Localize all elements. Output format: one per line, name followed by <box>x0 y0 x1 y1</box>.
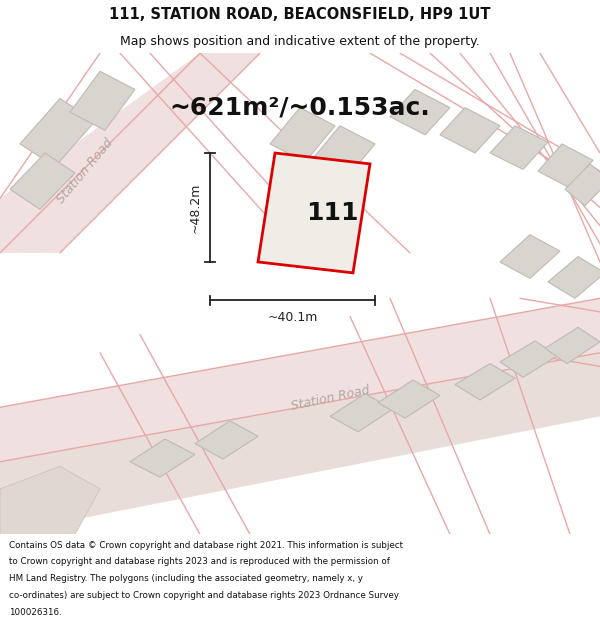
Text: co-ordinates) are subject to Crown copyright and database rights 2023 Ordnance S: co-ordinates) are subject to Crown copyr… <box>9 591 399 600</box>
Polygon shape <box>0 53 260 253</box>
Polygon shape <box>310 126 375 180</box>
Text: to Crown copyright and database rights 2023 and is reproduced with the permissio: to Crown copyright and database rights 2… <box>9 558 390 566</box>
Polygon shape <box>390 89 450 135</box>
Text: ~621m²/~0.153ac.: ~621m²/~0.153ac. <box>170 96 430 119</box>
Text: ~48.2m: ~48.2m <box>189 182 202 232</box>
Polygon shape <box>538 144 593 188</box>
Polygon shape <box>455 364 515 400</box>
Polygon shape <box>490 126 548 169</box>
Polygon shape <box>0 298 600 462</box>
Text: HM Land Registry. The polygons (including the associated geometry, namely x, y: HM Land Registry. The polygons (includin… <box>9 574 363 583</box>
Polygon shape <box>378 380 440 418</box>
Polygon shape <box>440 107 500 153</box>
Text: Station Road: Station Road <box>55 136 116 206</box>
Polygon shape <box>545 328 600 364</box>
Polygon shape <box>330 394 393 432</box>
Text: 111, STATION ROAD, BEACONSFIELD, HP9 1UT: 111, STATION ROAD, BEACONSFIELD, HP9 1UT <box>109 8 491 22</box>
Text: Map shows position and indicative extent of the property.: Map shows position and indicative extent… <box>120 35 480 48</box>
Polygon shape <box>500 341 558 377</box>
Polygon shape <box>10 153 75 209</box>
Polygon shape <box>548 256 600 298</box>
Polygon shape <box>20 99 95 167</box>
Text: 100026316.: 100026316. <box>9 608 62 617</box>
Polygon shape <box>0 352 600 534</box>
Text: Contains OS data © Crown copyright and database right 2021. This information is : Contains OS data © Crown copyright and d… <box>9 541 403 550</box>
Text: 111: 111 <box>306 201 358 225</box>
Polygon shape <box>258 153 370 273</box>
Polygon shape <box>70 71 135 130</box>
Text: Station Road: Station Road <box>290 384 370 413</box>
Polygon shape <box>195 421 258 459</box>
Polygon shape <box>0 466 100 534</box>
Polygon shape <box>270 107 335 162</box>
Text: ~40.1m: ~40.1m <box>268 311 317 324</box>
Polygon shape <box>565 164 600 206</box>
Polygon shape <box>130 439 195 477</box>
Polygon shape <box>500 235 560 278</box>
